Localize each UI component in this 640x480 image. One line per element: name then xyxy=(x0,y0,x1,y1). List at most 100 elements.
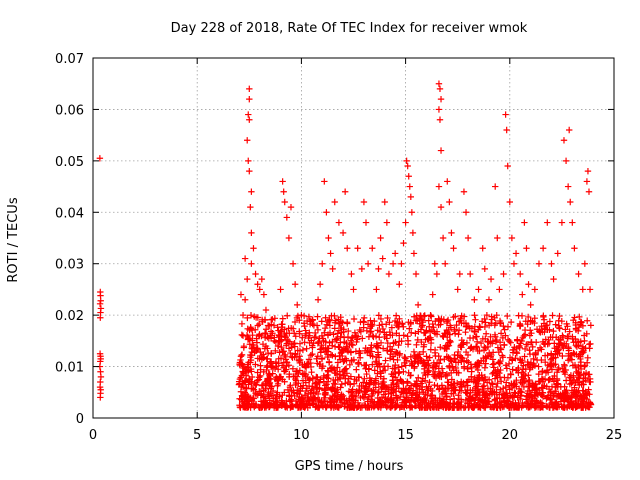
data-point xyxy=(96,300,104,308)
data-point xyxy=(314,313,321,320)
data-point xyxy=(431,368,439,376)
data-point xyxy=(350,315,358,323)
data-point xyxy=(96,155,104,162)
data-point xyxy=(535,260,543,267)
data-point xyxy=(513,367,521,374)
data-point xyxy=(415,360,422,367)
data-point xyxy=(422,336,429,343)
data-point xyxy=(412,383,420,390)
data-point xyxy=(423,353,430,360)
data-point xyxy=(348,270,355,278)
data-point xyxy=(292,333,299,340)
data-point xyxy=(380,382,388,389)
data-point xyxy=(237,353,245,360)
data-point xyxy=(483,355,490,362)
data-point xyxy=(365,333,373,340)
data-point xyxy=(580,381,587,388)
data-point xyxy=(496,317,504,325)
data-point xyxy=(400,239,407,247)
data-point xyxy=(313,379,321,386)
data-point xyxy=(583,178,591,185)
data-point xyxy=(330,380,338,387)
data-point xyxy=(444,379,451,386)
data-point xyxy=(414,301,422,309)
data-point xyxy=(401,353,408,361)
data-point xyxy=(345,375,352,382)
data-point xyxy=(293,353,301,360)
data-point xyxy=(379,345,387,352)
data-point xyxy=(494,379,501,387)
data-point xyxy=(335,403,342,410)
data-point xyxy=(435,360,443,367)
data-point xyxy=(500,322,507,330)
data-point xyxy=(381,366,389,374)
data-point xyxy=(458,382,465,390)
data-point xyxy=(504,336,512,343)
data-point xyxy=(266,332,274,339)
data-point xyxy=(539,367,546,375)
data-point xyxy=(321,329,328,336)
data-point xyxy=(331,325,338,332)
data-point xyxy=(263,366,270,374)
data-point xyxy=(410,250,418,257)
data-point xyxy=(314,353,321,360)
data-point xyxy=(567,374,574,381)
tick-marks xyxy=(92,57,615,419)
data-point xyxy=(550,327,557,335)
data-point xyxy=(374,370,381,377)
data-point xyxy=(468,364,475,372)
data-point xyxy=(328,364,336,371)
data-point xyxy=(509,349,517,356)
data-point xyxy=(571,384,578,391)
data-point xyxy=(264,322,272,329)
data-point xyxy=(502,111,509,118)
data-point xyxy=(451,327,458,335)
data-point xyxy=(552,321,559,328)
data-point xyxy=(238,320,246,328)
data-point xyxy=(441,260,449,267)
data-point xyxy=(295,380,302,387)
y-tick-label: 0.03 xyxy=(55,258,84,273)
data-point xyxy=(366,374,373,382)
data-point xyxy=(497,330,505,337)
data-point xyxy=(521,219,528,226)
data-point xyxy=(574,327,582,335)
data-point xyxy=(437,95,445,103)
data-point xyxy=(462,389,469,396)
data-point xyxy=(569,404,576,411)
data-point xyxy=(453,400,461,407)
data-point xyxy=(497,378,505,385)
data-point xyxy=(312,404,319,411)
data-point xyxy=(360,198,368,206)
data-point xyxy=(512,250,520,257)
data-point xyxy=(268,392,276,399)
data-point xyxy=(529,343,536,351)
data-point xyxy=(409,229,417,237)
data-point xyxy=(548,399,555,407)
data-point xyxy=(587,322,595,329)
data-point xyxy=(532,380,539,388)
data-point xyxy=(544,362,552,369)
data-point xyxy=(323,321,330,328)
data-point xyxy=(244,364,251,371)
data-point xyxy=(420,313,428,320)
data-point xyxy=(288,397,295,405)
data-point xyxy=(302,364,310,371)
data-marks xyxy=(96,80,595,411)
data-point xyxy=(559,365,566,372)
data-point xyxy=(443,353,451,361)
data-point xyxy=(355,403,362,410)
data-point xyxy=(437,203,445,211)
data-point xyxy=(527,301,534,309)
data-point xyxy=(524,358,531,366)
data-point xyxy=(276,349,283,356)
data-point xyxy=(369,361,376,368)
data-point xyxy=(302,327,309,334)
data-point xyxy=(337,339,344,346)
data-point xyxy=(247,203,254,211)
data-point xyxy=(525,404,532,411)
data-point xyxy=(248,385,255,392)
data-point xyxy=(503,365,511,372)
data-point xyxy=(454,286,461,293)
